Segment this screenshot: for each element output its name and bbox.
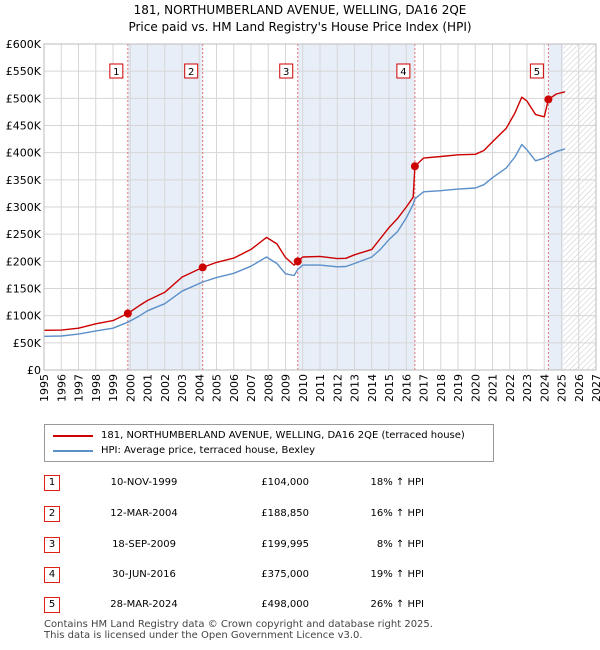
transaction-number: 1 [44, 475, 60, 491]
x-tick-label: 2019 [452, 374, 465, 402]
x-tick-label: 1995 [38, 374, 51, 402]
transaction-hpi: 26% ↑ HPI [370, 599, 424, 610]
x-tick-label: 2002 [159, 374, 172, 402]
y-tick-label: £550K [6, 65, 42, 78]
x-tick-label: 2024 [538, 374, 551, 402]
legend-label-hpi: HPI: Average price, terraced house, Bexl… [101, 445, 316, 456]
x-tick-label: 2000 [124, 374, 137, 402]
transaction-box-label: 3 [283, 67, 289, 78]
x-tick-label: 2001 [142, 374, 155, 402]
y-tick-label: £0 [27, 364, 41, 377]
x-tick-label: 2007 [245, 374, 258, 402]
y-tick-label: £300K [6, 201, 42, 214]
x-tick-label: 2027 [590, 374, 600, 402]
x-tick-label: 2022 [504, 374, 517, 402]
transaction-date: 28-MAR-2024 [110, 599, 178, 610]
transaction-number: 4 [44, 567, 60, 583]
transaction-date: 18-SEP-2009 [112, 539, 176, 550]
transaction-price: £199,995 [261, 539, 309, 550]
transaction-box [184, 63, 199, 79]
y-tick-label: £250K [6, 228, 42, 241]
sale-point [410, 162, 419, 171]
hpi-line [43, 143, 566, 337]
x-tick-label: 2012 [331, 374, 344, 402]
y-tick-label: £600K [6, 38, 42, 51]
x-tick-label: 1996 [55, 374, 68, 402]
transaction-hpi: 16% ↑ HPI [370, 508, 424, 519]
transaction-box [279, 63, 294, 79]
transaction-box-label: 5 [534, 67, 540, 78]
y-tick-label: £100K [6, 310, 42, 323]
transaction-number: 3 [44, 537, 60, 553]
x-tick-label: 1997 [73, 374, 86, 402]
x-tick-label: 2018 [435, 374, 448, 402]
x-tick-label: 2015 [383, 374, 396, 402]
transaction-hpi: 8% ↑ HPI [376, 539, 424, 550]
y-tick-label: £200K [6, 255, 42, 268]
transaction-number: 5 [44, 597, 60, 613]
x-tick-label: 2003 [176, 374, 189, 402]
x-tick-label: 2005 [211, 374, 224, 402]
y-tick-label: £500K [6, 92, 42, 105]
transaction-hpi: 19% ↑ HPI [370, 569, 424, 580]
y-tick-label: £450K [6, 120, 42, 133]
transaction-box [529, 63, 544, 79]
x-tick-label: 2011 [314, 374, 327, 402]
transaction-price: £498,000 [261, 599, 309, 610]
transaction-date: 10-NOV-1999 [110, 477, 178, 488]
footer-line-2: This data is licensed under the Open Gov… [44, 630, 363, 641]
y-tick-label: £150K [6, 283, 42, 296]
sale-point [123, 309, 132, 318]
sale-point [544, 95, 553, 104]
x-tick-label: 2017 [418, 374, 431, 402]
x-tick-label: 2021 [487, 374, 500, 402]
transaction-hpi: 18% ↑ HPI [370, 477, 424, 488]
legend: 181, NORTHUMBERLAND AVENUE, WELLING, DA1… [44, 424, 494, 462]
transaction-price: £104,000 [261, 477, 309, 488]
legend-blue-swatch [53, 450, 93, 452]
x-tick-label: 2025 [556, 374, 569, 402]
x-tick-label: 2016 [400, 374, 413, 402]
x-tick-label: 2013 [349, 374, 362, 402]
footer-line-1: Contains HM Land Registry data © Crown c… [44, 619, 433, 630]
transaction-box [109, 63, 124, 79]
chart-title: 181, NORTHUMBERLAND AVENUE, WELLING, DA1… [133, 3, 467, 17]
transaction-date: 12-MAR-2004 [110, 508, 178, 519]
y-tick-label: £400K [6, 147, 42, 160]
transaction-price: £375,000 [261, 569, 309, 580]
footer-attribution: Contains HM Land Registry data © Crown c… [44, 619, 433, 641]
price-chart: 1 2 3 4 5 £0 £50K £100K £150K £200K £250K £300K £35… [6, 38, 600, 402]
legend-red-swatch [53, 435, 93, 437]
property-price-line [43, 91, 566, 331]
transaction-box [396, 63, 411, 79]
legend-label-property: 181, NORTHUMBERLAND AVENUE, WELLING, DA1… [101, 430, 465, 441]
transaction-box-label: 4 [400, 67, 406, 78]
y-tick-label: £350K [6, 174, 42, 187]
x-tick-label: 2004 [193, 374, 206, 402]
transaction-price: £188,850 [261, 508, 309, 519]
sale-point [293, 257, 302, 266]
transaction-box-label: 1 [113, 67, 119, 78]
x-tick-label: 2009 [280, 374, 293, 402]
x-tick-label: 1998 [90, 374, 103, 402]
x-tick-label: 2023 [521, 374, 534, 402]
x-tick-label: 2010 [297, 374, 310, 402]
chart-subtitle: Price paid vs. HM Land Registry's House … [128, 20, 472, 34]
plot-frame [43, 43, 597, 371]
x-tick-label: 2008 [262, 374, 275, 402]
transaction-box-label: 2 [188, 67, 194, 78]
x-tick-label: 2014 [366, 374, 379, 402]
x-tick-label: 2020 [469, 374, 482, 402]
sale-point [198, 263, 207, 272]
transaction-date: 30-JUN-2016 [112, 569, 176, 580]
transaction-number: 2 [44, 506, 60, 522]
x-tick-label: 2026 [573, 374, 586, 402]
x-tick-label: 1999 [107, 374, 120, 402]
y-tick-label: £50K [13, 337, 42, 350]
x-tick-label: 2006 [228, 374, 241, 402]
